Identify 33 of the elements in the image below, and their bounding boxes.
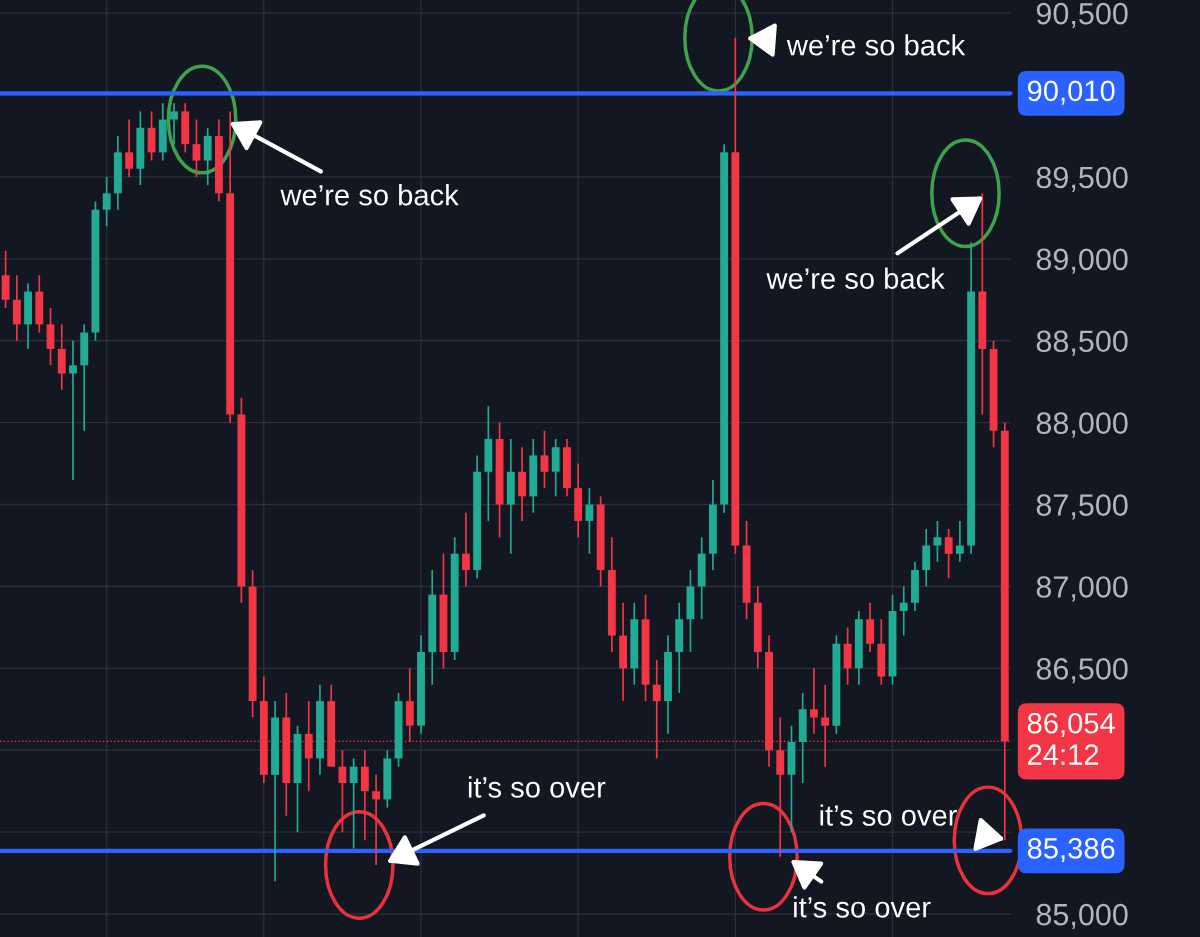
annotation: we’re so back [766,267,945,289]
candlestick [69,339,77,481]
annotation: it’s so over [794,896,931,918]
candlestick [899,585,908,637]
candlestick [102,176,111,227]
y-tick-label: 88,500 [1036,330,1128,356]
annotation: it’s so over [820,804,957,826]
y-tick-label: 87,000 [1036,576,1128,602]
candlestick [170,102,178,145]
y-tick-label: 85,000 [1036,903,1128,930]
candlestick [933,520,942,563]
ref-line-label: 85,386 [1027,838,1115,863]
candlestick [461,511,470,588]
candlestick [349,757,358,850]
candlestick [810,667,818,735]
annotation: we’re so back [786,34,966,56]
candlestick [944,528,953,580]
ref-line-label: 90,010 [1027,80,1115,105]
y-tick-label: 88,000 [1036,412,1128,438]
candlestick [821,683,830,768]
y-tick-label: 89,500 [1036,166,1128,192]
annotation: we’re so back [280,184,459,206]
annotation: it’s so over [468,776,606,798]
y-tick-label: 90,500 [1036,2,1128,29]
candlestick [125,118,134,178]
candlestick [192,118,201,178]
y-tick-label: 87,500 [1036,494,1128,520]
candlestick [955,520,964,563]
ref-line-label: 86,054 24:12 [1027,712,1115,765]
y-tick-label: 89,000 [1036,248,1128,274]
y-tick-label: 86,500 [1036,658,1128,684]
candlestick [540,429,549,489]
candlestick [585,487,594,555]
